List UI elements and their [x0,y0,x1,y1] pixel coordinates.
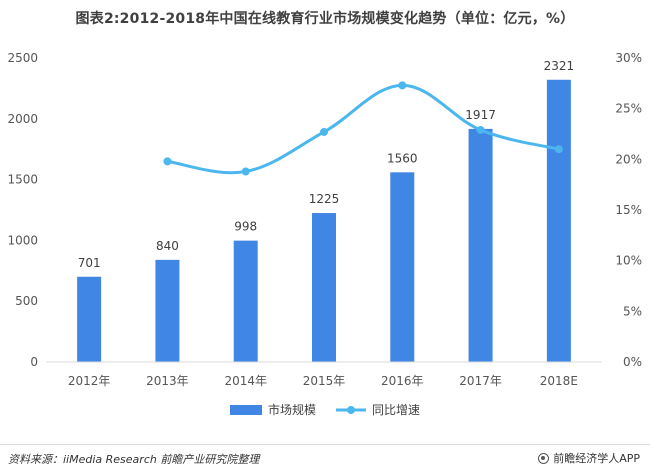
bar-data-labels: 701 840 998 1225 1560 1917 2321 [78,59,574,270]
x-axis-tick-label: 2015年 [303,374,346,388]
bar-data-label: 1917 [465,108,496,122]
bar-data-label: 1560 [387,151,418,165]
growth-point [554,145,563,154]
bar-data-label: 701 [78,256,101,270]
x-axis-tick-label: 2012年 [68,374,111,388]
right-axis-tick-label: 5% [623,304,642,318]
bar [155,259,180,362]
left-axis-tick-label: 1000 [7,233,38,247]
bar-data-label: 1225 [309,192,340,206]
left-axis-tick-label: 0 [30,355,38,369]
growth-point [320,127,328,136]
growth-point [163,157,172,166]
credit: 前瞻经济学人APP [538,450,640,466]
x-axis-tick-label: 2017年 [459,374,502,388]
x-axis: 2012年 2013年 2014年 2015年 2016年 2017年 2018E [46,361,602,388]
legend: 市场规模 同比增速 [230,402,420,417]
bar [233,240,258,362]
left-axis-tick-label: 1500 [7,173,38,187]
growth-point [476,125,485,134]
line-series [163,81,563,176]
bar [546,79,571,362]
bar [77,276,102,362]
x-axis-tick-label: 2016年 [381,374,424,388]
legend-line-marker [347,406,355,414]
right-axis-tick-label: 30% [615,51,642,65]
source-note: 资料来源：iiMedia Research 前瞻产业研究院整理 [8,453,260,466]
bar [390,172,415,362]
chart-title: 图表2:2012-2018年中国在线教育行业市场规模变化趋势（单位：亿元，%） [75,11,575,27]
right-axis-tick-label: 0% [623,355,642,369]
bar-series [77,79,571,362]
growth-line [167,83,560,175]
bar-data-label: 840 [156,239,179,253]
right-y-axis: 0% 5% 10% 15% 20% 25% 30% [615,51,642,369]
x-axis-tick-label: 2013年 [146,374,189,388]
growth-point [241,167,250,176]
left-y-axis: 0 500 1000 1500 2000 2500 [7,51,38,369]
legend-bar-swatch [230,405,262,415]
legend-bar-label: 市场规模 [268,402,316,417]
left-axis-tick-label: 2500 [7,51,38,65]
right-axis-tick-label: 25% [615,102,642,116]
legend-line-label: 同比增速 [372,403,420,417]
growth-point [398,81,407,90]
footer: 资料来源：iiMedia Research 前瞻产业研究院整理 前瞻经济学人AP… [0,444,650,470]
right-axis-tick-label: 15% [615,203,642,217]
x-axis-tick-label: 2018E [540,374,578,388]
bar-data-label: 2321 [544,59,575,73]
right-axis-tick-label: 10% [615,254,642,268]
brand-icon [538,452,550,464]
chart: 0 500 1000 1500 2000 2500 0% 5% 10% 15% 20% 25% 30%… [7,51,642,417]
bar [312,213,336,362]
x-axis-tick-label: 2014年 [224,374,267,388]
right-axis-tick-label: 20% [615,152,642,166]
bar [468,128,493,362]
bar-data-label: 998 [234,220,257,234]
left-axis-tick-label: 500 [15,294,38,308]
left-axis-tick-label: 2000 [7,112,38,126]
credit-text: 前瞻经济学人APP [553,452,640,465]
